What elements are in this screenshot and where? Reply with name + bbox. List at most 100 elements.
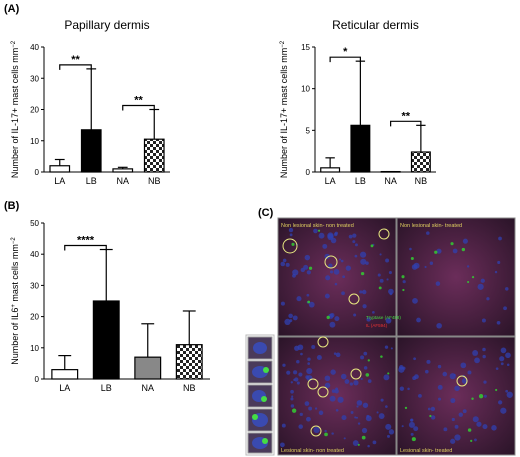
nucleus-dot xyxy=(472,416,479,423)
caption-nonlesional-untreated: Non lesional skin- non treated xyxy=(281,223,354,229)
nucleus-dot xyxy=(286,370,291,375)
nucleus-dot xyxy=(352,440,359,447)
nucleus-dot xyxy=(384,345,389,349)
tryptase-dot xyxy=(401,275,405,279)
nucleus-dot xyxy=(388,271,392,275)
tryptase-dot xyxy=(471,397,474,400)
nucleus-dot xyxy=(353,380,359,386)
nucleus-dot xyxy=(324,382,331,389)
chart-title: Papillary dermis xyxy=(64,18,149,32)
nucleus-dot xyxy=(281,423,286,428)
micrograph-panel: Non lesional skin- non treated Non lesio… xyxy=(245,217,516,456)
nucleus-dot xyxy=(340,373,347,380)
y-tick-label: 0 xyxy=(306,168,311,177)
y-axis-label: Number of IL6+ mast cells mm−2 xyxy=(10,237,20,365)
y-label-main: Number of IL-17+ mast cells mm xyxy=(10,48,20,178)
nucleus-dot xyxy=(280,442,285,448)
y-label-sup: −2 xyxy=(11,237,17,245)
nucleus-dot xyxy=(329,395,336,402)
nucleus-dot xyxy=(402,366,406,370)
nucleus-dot xyxy=(362,304,367,309)
nucleus-dot xyxy=(318,410,324,416)
nucleus-dot xyxy=(496,320,501,325)
nucleus-dot xyxy=(330,369,336,375)
nucleus-dot xyxy=(399,386,405,391)
panel-label-a: (A) xyxy=(4,3,20,15)
nucleus-dot xyxy=(412,297,418,304)
nucleus-dot xyxy=(385,405,388,408)
nucleus-dot xyxy=(376,411,379,414)
bar-lb xyxy=(350,124,371,173)
nucleus-dot xyxy=(483,394,487,398)
y-label-sup: −2 xyxy=(280,40,286,48)
tryptase-dot xyxy=(410,257,414,261)
tryptase-dot xyxy=(461,247,466,252)
significance-bracket xyxy=(122,104,155,111)
nucleus-dot xyxy=(472,350,479,356)
significance-bracket xyxy=(59,64,92,70)
nucleus-dot xyxy=(340,259,344,263)
nucleus-dot xyxy=(497,260,501,264)
y-label-sup: + xyxy=(11,304,17,308)
nucleus-dot xyxy=(290,381,294,384)
nucleus-dot xyxy=(282,258,287,263)
il6-chart: Number of IL6+ mast cells mm−2 0 10 20 30 40 5… xyxy=(10,219,210,393)
y-tick-label: 5 xyxy=(306,126,311,135)
nucleus-dot xyxy=(352,240,356,244)
y-tick-label: 10 xyxy=(30,137,39,146)
nucleus-dot xyxy=(298,424,303,429)
y-tick-label: 30 xyxy=(30,281,39,290)
x-tick-label: NB xyxy=(148,176,161,186)
nucleus-dot xyxy=(390,347,393,350)
nucleus-dot xyxy=(401,425,404,428)
nucleus-dot xyxy=(313,228,318,234)
nucleus-dot xyxy=(366,317,371,322)
nucleus-dot xyxy=(427,407,431,411)
nucleus-dot xyxy=(296,296,302,302)
nucleus-dot xyxy=(345,265,351,271)
nucleus-dot xyxy=(385,423,392,430)
bar-lb xyxy=(80,129,102,173)
nucleus-dot xyxy=(349,382,354,386)
nucleus-dot xyxy=(355,243,358,247)
tryptase-dot xyxy=(470,439,473,443)
nucleus-dot xyxy=(377,273,381,277)
significance-bracket xyxy=(390,120,422,127)
nucleus-dot xyxy=(360,355,365,360)
nucleus-dot xyxy=(379,253,382,256)
nucleus-dot xyxy=(328,263,333,268)
significance-label: * xyxy=(343,46,348,58)
nucleus-dot xyxy=(491,425,497,431)
y-label-main: Number of IL-17+ mast cells mm xyxy=(279,48,289,178)
nucleus-dot xyxy=(365,415,372,422)
nucleus-dot xyxy=(333,352,337,355)
y-tick-label: 10 xyxy=(30,344,39,353)
nucleus-dot xyxy=(360,258,367,265)
nucleus-dot xyxy=(372,311,375,314)
nucleus-dot xyxy=(460,362,467,369)
nucleus-dot xyxy=(467,370,472,375)
nucleus-dot xyxy=(311,345,316,349)
nucleus-dot xyxy=(372,440,377,445)
nucleus-dot xyxy=(413,357,416,361)
nucleus-dot xyxy=(333,232,338,237)
significance-bracket xyxy=(64,244,107,251)
nucleus-dot xyxy=(413,426,419,432)
nucleus-dot xyxy=(388,288,394,295)
nucleus-dot xyxy=(482,347,486,352)
nucleus-dot xyxy=(385,317,392,324)
caption-lesional-untreated: Lesional skin- non treated xyxy=(281,448,344,454)
nucleus-dot xyxy=(505,352,511,359)
nucleus-dot xyxy=(361,289,367,295)
nucleus-dot xyxy=(367,379,372,383)
nucleus-dot xyxy=(334,389,339,394)
tryptase-dot xyxy=(317,229,321,232)
legend-il: IL (AF594) xyxy=(366,323,388,328)
nucleus-dot xyxy=(386,434,390,438)
nucleus-dot xyxy=(300,352,303,356)
nucleus-dot xyxy=(462,409,467,414)
tryptase-dot xyxy=(378,286,382,290)
nucleus-dot xyxy=(385,258,390,263)
tryptase-dot xyxy=(471,276,475,279)
